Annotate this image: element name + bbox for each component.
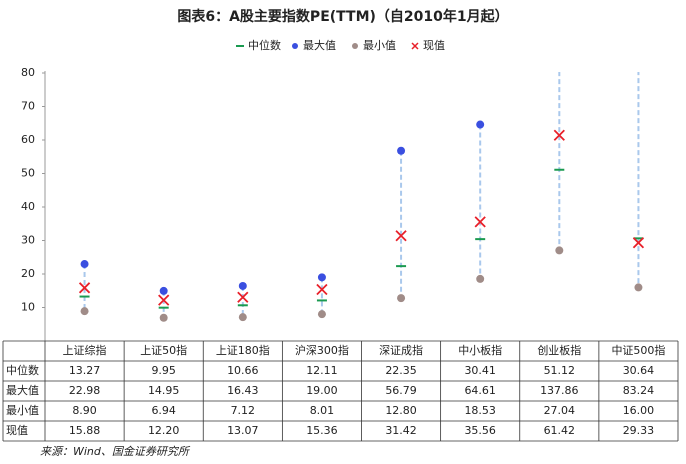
y-tick-label: 80 [21,66,35,79]
table-cell: 31.42 [385,424,417,437]
current-mark [395,230,407,242]
point-mark [476,274,485,283]
x-tick-label: 中小板指 [458,343,502,357]
current-mark [474,216,486,228]
legend-label: 最小值 [363,39,396,52]
table-cell: 13.07 [227,424,259,437]
current-mark [158,294,170,306]
table-cell: 15.88 [69,424,101,437]
table-cell: 12.11 [306,364,338,377]
y-tick-label: 70 [21,100,35,113]
table-cell: 30.41 [464,364,496,377]
point-mark [634,283,643,292]
point-mark [317,273,326,282]
table-cell: 30.64 [623,364,655,377]
point-mark [634,58,642,66]
table-cell: 51.12 [544,364,576,377]
table-cell: 12.80 [385,404,417,417]
point-mark [555,246,564,255]
x-tick-label: 创业板指 [537,343,581,357]
table-cell: 16.43 [227,384,259,397]
x-tick-label: 沪深300指 [295,343,349,357]
x-tick-label: 上证综指 [63,343,107,357]
point-mark [238,281,247,290]
current-mark [632,237,645,249]
x-tick-label: 上证50指 [140,343,187,357]
table-cell: 22.98 [69,384,101,397]
x-tick-label: 深证成指 [379,343,423,357]
point-mark [80,260,89,269]
table-cell: 64.61 [464,384,496,397]
table-cell: 22.35 [385,364,417,377]
point-mark [238,313,247,322]
table-cell: 19.00 [306,384,338,397]
table-cell: 16.00 [623,404,655,417]
table-cell: 9.95 [151,364,176,377]
table-cell: 14.95 [148,384,180,397]
table-cell: 61.42 [544,424,576,437]
table-cell: 35.56 [464,424,496,437]
legend-label: 最大值 [303,38,336,52]
table-cell: 56.79 [385,384,417,397]
table-cell: 7.12 [231,404,256,417]
legend-symbol [352,43,358,49]
table-row-label: 最大值 [6,383,39,397]
table-cell: 27.04 [544,404,576,417]
current-mark [78,282,91,294]
point-mark [159,313,168,322]
table-cell: 13.27 [69,364,101,377]
y-tick-label: 50 [21,167,35,180]
chart-title: 图表6：A股主要指数PE(TTM)（自2010年1月起） [177,8,508,25]
current-mark [316,283,328,296]
table-cell: 29.33 [623,424,655,437]
x-tick-label: 中证500指 [611,343,665,357]
legend-label: 中位数 [248,38,281,52]
table-cell: 137.86 [540,384,579,397]
point-mark [317,310,326,319]
table-cell: 18.53 [464,404,496,417]
table-row-label: 中位数 [6,363,39,377]
table-row-label: 最小值 [6,404,39,417]
point-mark [397,146,406,155]
current-mark [237,291,249,303]
y-tick-label: 60 [21,133,35,146]
y-tick-label: 20 [21,267,35,280]
legend-label: 现值 [423,39,445,52]
table-cell: 83.24 [623,384,655,397]
table-cell: 8.90 [72,404,97,417]
y-tick-label: 10 [21,301,35,314]
legend-symbol [292,43,298,49]
point-mark [397,294,406,303]
y-tick-label: 40 [21,200,35,213]
x-tick-label: 上证180指 [216,343,270,357]
table-cell: 10.66 [227,364,259,377]
plot-area [78,58,645,322]
table-cell: 12.20 [148,424,180,437]
table-cell: 8.01 [310,404,335,417]
point-mark [80,307,89,316]
point-mark [159,286,168,295]
y-tick-label: 30 [21,234,35,247]
current-mark [553,129,565,141]
source: 来源：Wind、国金证券研究所 [40,445,191,458]
table-cell: 15.36 [306,424,338,437]
table-row-label: 现值 [6,424,28,437]
legend-symbol [411,42,419,50]
table-cell: 6.94 [151,404,176,417]
point-mark [476,120,485,129]
